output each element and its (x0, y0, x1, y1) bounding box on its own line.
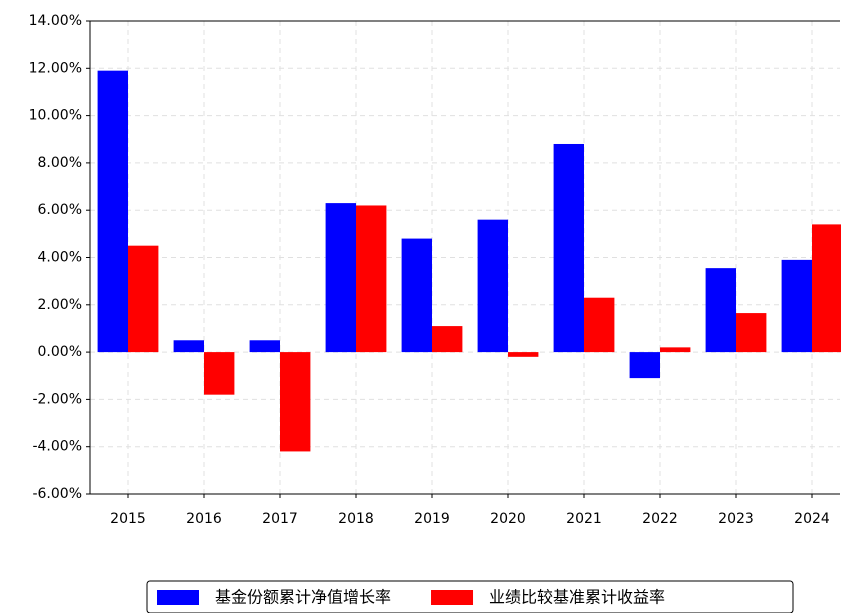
bar (432, 326, 463, 353)
legend-swatch (157, 590, 199, 605)
y-tick-label: -2.00% (32, 391, 82, 407)
x-tick-label: 2020 (490, 511, 526, 527)
y-tick-label: 8.00% (38, 155, 82, 171)
legend-swatch (431, 590, 474, 605)
bar (401, 238, 432, 353)
y-tick-label: 10.00% (29, 108, 82, 124)
bar (705, 268, 736, 353)
bar (660, 347, 691, 353)
bars (97, 70, 841, 452)
y-tick-label: -4.00% (32, 439, 82, 455)
grid (90, 20, 840, 495)
bar (204, 352, 235, 395)
bar (356, 205, 387, 353)
bar (477, 219, 508, 353)
y-tick-label: -6.00% (32, 486, 82, 502)
bar (128, 245, 159, 353)
axis-frame (89, 20, 840, 495)
y-tick-label: 14.00% (29, 13, 82, 29)
bar (325, 203, 356, 353)
bar (812, 224, 841, 353)
bar (584, 297, 615, 353)
bar (553, 143, 584, 353)
bar (629, 352, 660, 379)
x-tick-label: 2021 (566, 511, 602, 527)
bar (508, 352, 539, 357)
axes: -6.00% -4.00% -2.00% 0.00% 2.00% 4.00% 6.00% 8.… (29, 13, 840, 527)
legend-label: 基金份额累计净值增长率 (215, 588, 391, 607)
x-tick-label: 2022 (642, 511, 678, 527)
bar (736, 313, 767, 353)
x-tick-label: 2017 (262, 511, 298, 527)
bar (781, 259, 812, 353)
legend: 基金份额累计净值增长率 业绩比较基准累计收益率 (146, 580, 794, 613)
y-tick-label: 4.00% (38, 250, 82, 266)
y-tick-label: 12.00% (29, 60, 82, 76)
bar (97, 70, 128, 353)
legend-label: 业绩比较基准累计收益率 (489, 588, 665, 607)
bar (280, 352, 311, 452)
y-tick-label: 2.00% (38, 297, 82, 313)
x-tick-label: 2015 (110, 511, 146, 527)
y-tick-label: 6.00% (38, 202, 82, 218)
x-tick-label: 2024 (794, 511, 830, 527)
x-tick-label: 2023 (718, 511, 754, 527)
bar (173, 340, 204, 353)
bar (249, 340, 280, 353)
x-tick-label: 2018 (338, 511, 374, 527)
x-tick-label: 2019 (414, 511, 450, 527)
x-tick-label: 2016 (186, 511, 222, 527)
y-tick-label: 0.00% (38, 344, 82, 360)
